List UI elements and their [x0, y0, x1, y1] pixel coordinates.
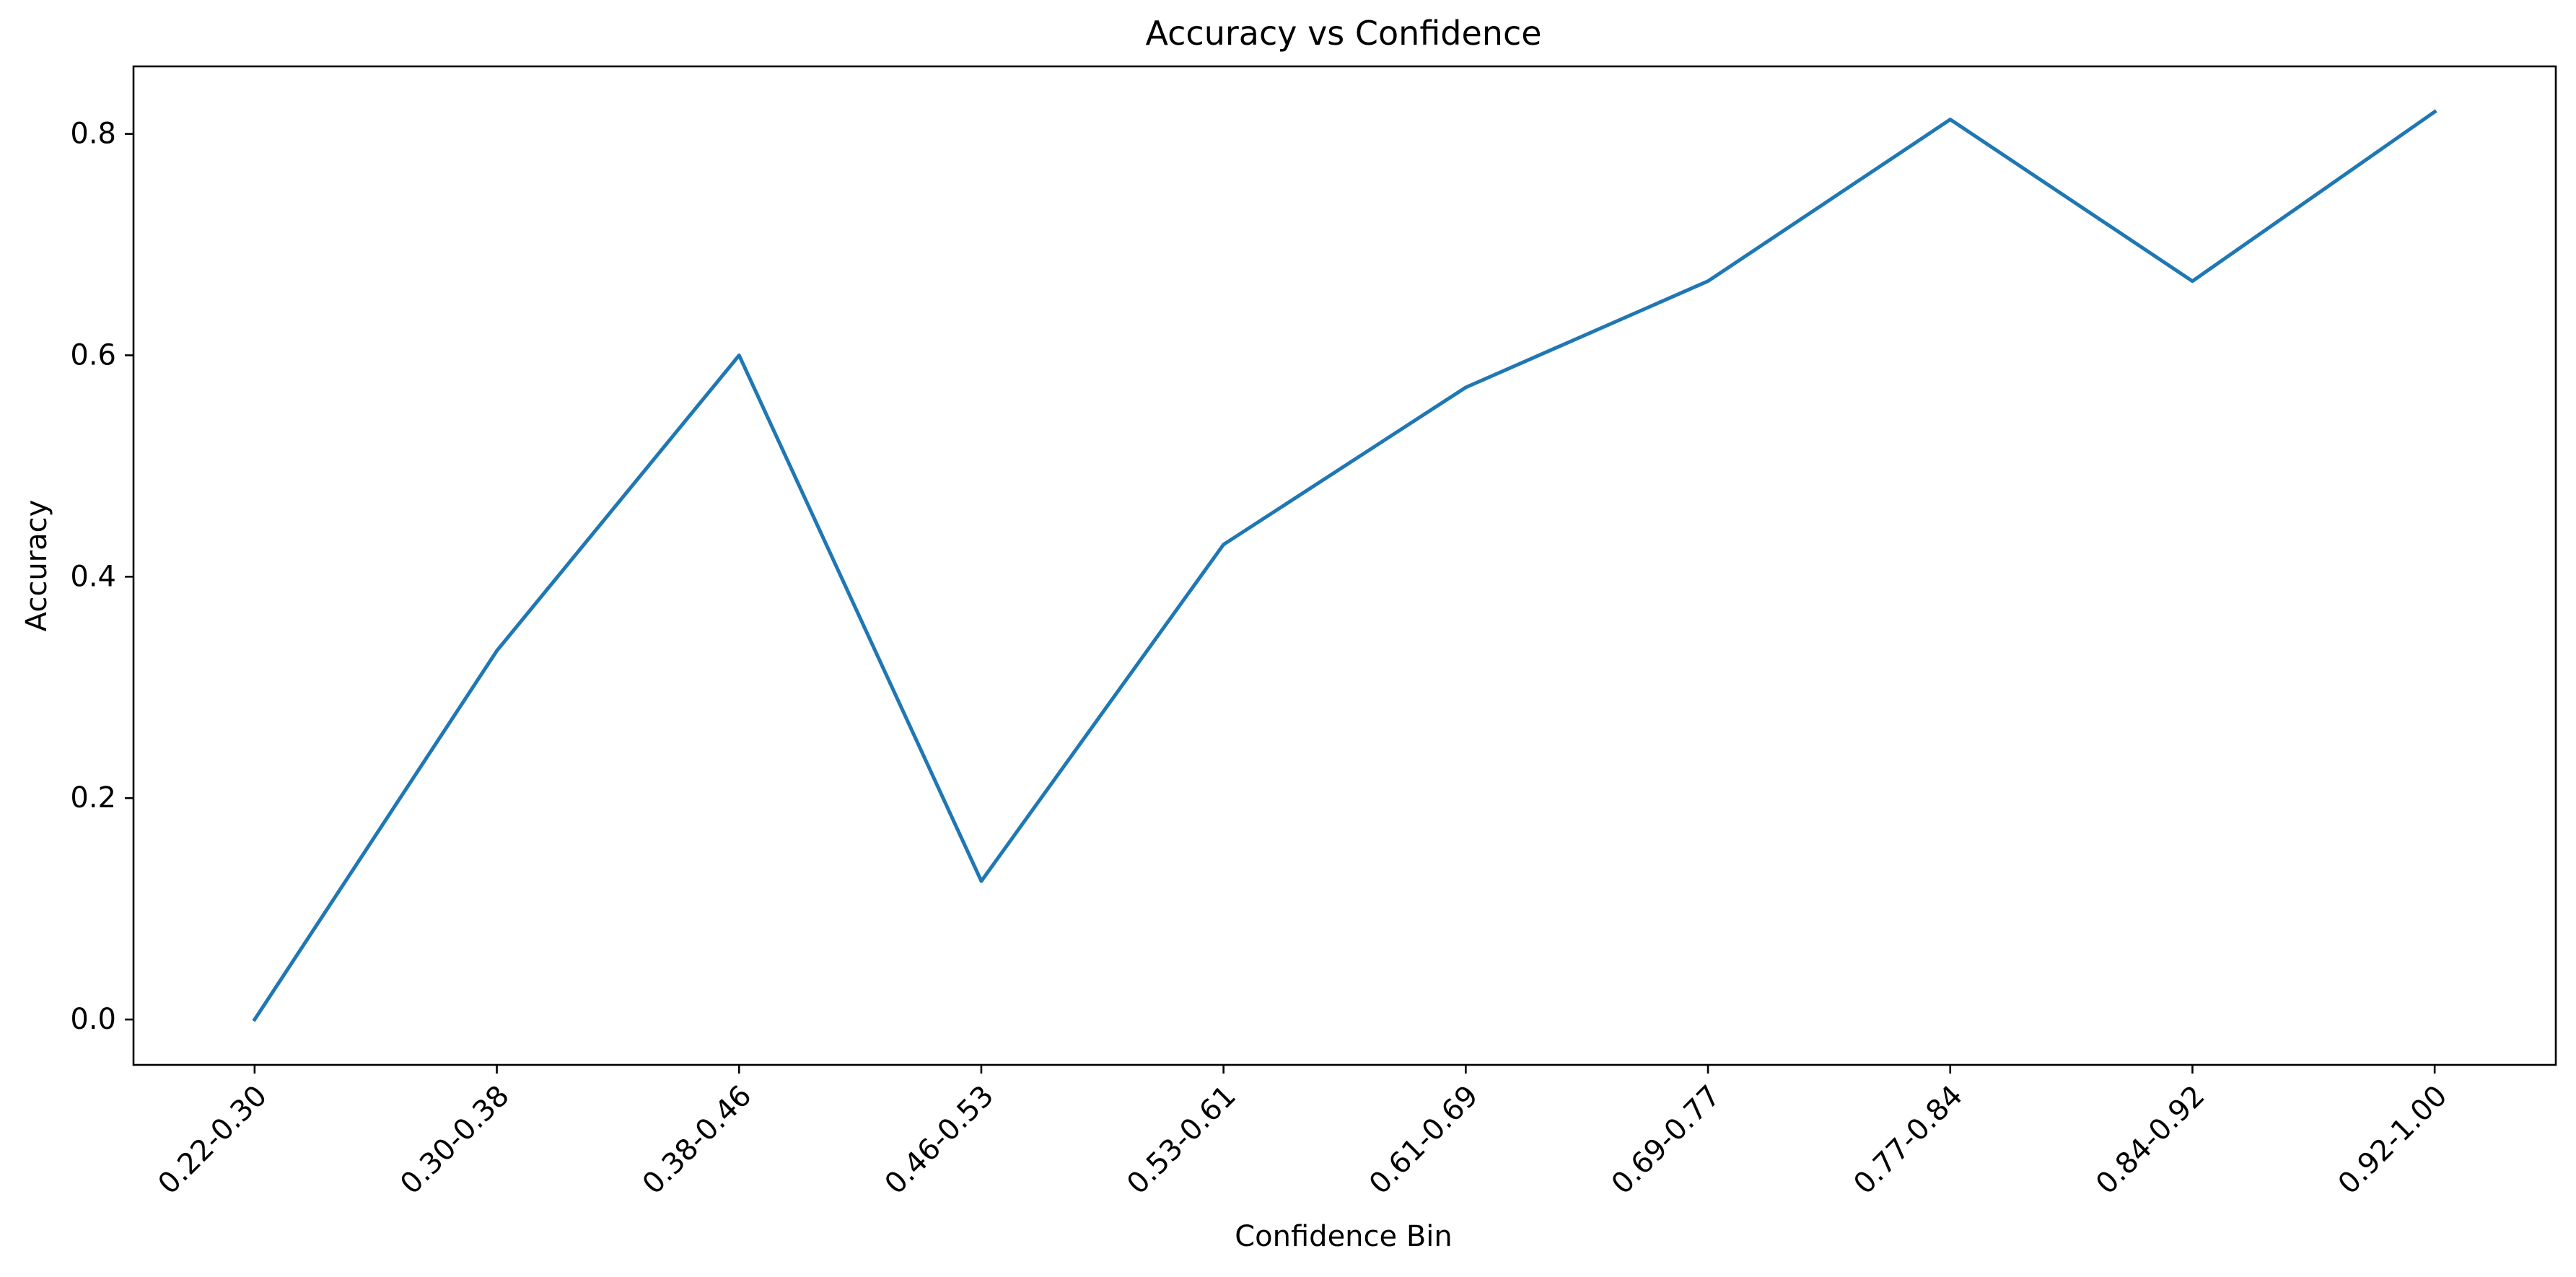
- plot-area: 0.0 0.2 0.4 0.6 0.8 0.22-0.30 0.30-0.38 0.38-0.…: [70, 65, 2557, 1201]
- x-tick-label: 0.61-0.69: [1363, 1079, 1485, 1201]
- y-tick-label: 0.2: [70, 781, 116, 815]
- x-tick-label: 0.84-0.92: [2090, 1079, 2212, 1201]
- y-tick-label: 0.4: [70, 560, 116, 593]
- y-tick-label: 0.6: [70, 338, 116, 372]
- y-tick-label: 0.8: [70, 118, 116, 151]
- series-line: [252, 109, 2437, 1022]
- x-tick-label: 0.46-0.53: [879, 1079, 1001, 1201]
- y-axis-label: Accuracy: [20, 500, 53, 632]
- chart-title: Accuracy vs Confidence: [1145, 14, 1541, 53]
- x-tick-label: 0.92-1.00: [2332, 1079, 2454, 1201]
- x-tick-label: 0.77-0.84: [1847, 1079, 1969, 1201]
- x-tick-label: 0.30-0.38: [394, 1079, 516, 1201]
- y-tick-label: 0.0: [70, 1003, 116, 1036]
- x-axis-label: Confidence Bin: [1235, 1220, 1453, 1253]
- plot-frame: [132, 65, 2557, 1066]
- x-tick-label: 0.38-0.46: [636, 1079, 758, 1201]
- x-tick-label: 0.53-0.61: [1121, 1079, 1243, 1201]
- x-tick-label: 0.22-0.30: [152, 1079, 273, 1201]
- x-tick-label: 0.69-0.77: [1605, 1079, 1727, 1201]
